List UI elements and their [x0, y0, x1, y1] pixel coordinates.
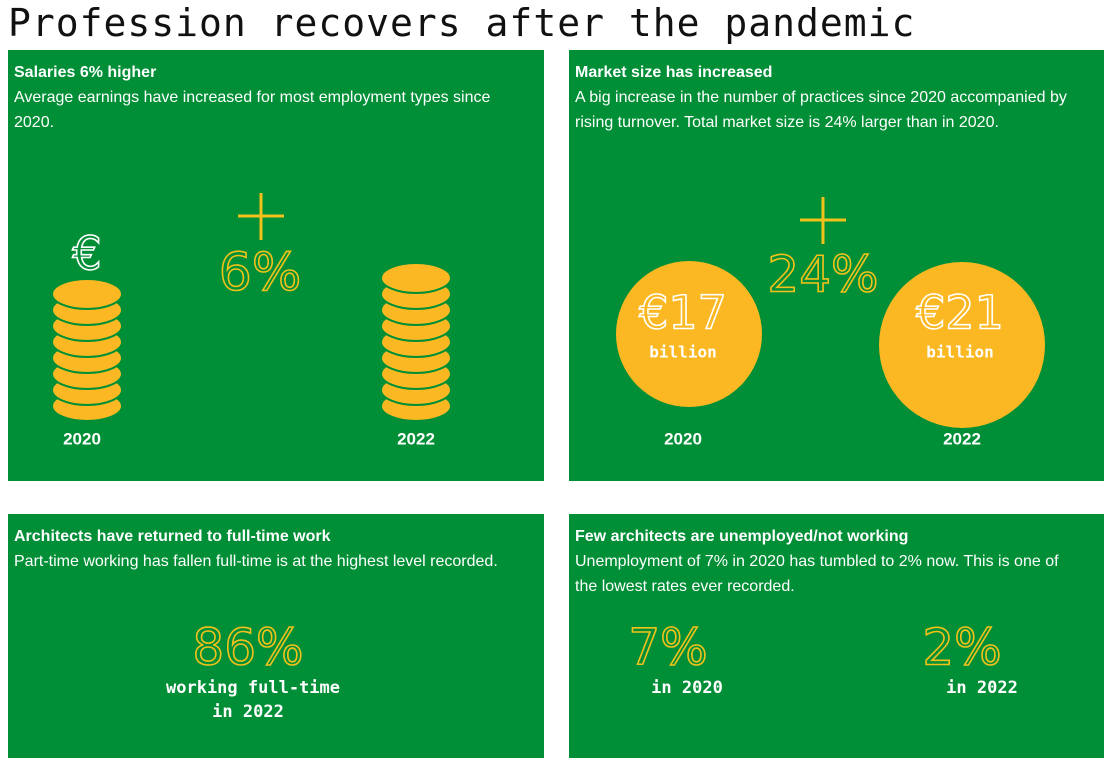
- euro-symbol: €: [72, 227, 101, 281]
- big-figure: 7%: [628, 619, 707, 677]
- panel-heading: Salaries 6% higher: [14, 64, 157, 81]
- circle-unit: billion: [649, 343, 716, 362]
- figure-caption: in 2020: [651, 678, 723, 698]
- panel: Market size has increased A big increase …: [569, 50, 1104, 481]
- panel-heading: Architects have returned to full-time wo…: [14, 528, 331, 545]
- year-label: 2020: [63, 429, 101, 448]
- panel: Few architects are unemployed/not workin…: [569, 514, 1104, 758]
- plus-signs: [238, 193, 846, 244]
- circle-amount: €21: [916, 286, 1004, 340]
- panel-text: Salaries 6% higher Average earnings have …: [14, 60, 494, 135]
- panel-heading: Market size has increased: [575, 64, 773, 81]
- panel-text: Few architects are unemployed/not workin…: [575, 524, 1075, 599]
- coin: [51, 278, 123, 310]
- coin: [380, 262, 452, 294]
- panel-body: A big increase in the number of practice…: [575, 89, 1067, 131]
- panel-body: Average earnings have increased for most…: [14, 89, 491, 131]
- circle-amount: €17: [639, 286, 727, 340]
- figure-caption: in 2022: [946, 678, 1018, 698]
- big-figure: 2%: [922, 619, 1001, 677]
- panel-body: Unemployment of 7% in 2020 has tumbled t…: [575, 553, 1059, 595]
- figure-caption: in 2022: [212, 702, 284, 722]
- figure-caption: working full-time: [166, 678, 340, 698]
- coin-stacks: [51, 262, 452, 422]
- panel-text: Architects have returned to full-time wo…: [14, 524, 539, 574]
- coin-circle: [879, 262, 1045, 428]
- change-figure: 6%: [219, 243, 302, 303]
- change-figure: 24%: [767, 246, 878, 304]
- coin-circle: [616, 261, 762, 407]
- year-label: 2022: [943, 429, 981, 448]
- panel-body: Part-time working has fallen full-time i…: [14, 553, 498, 570]
- year-label: 2022: [397, 429, 435, 448]
- panel-text: Market size has increased A big increase …: [575, 60, 1105, 135]
- page-title: Profession recovers after the pandemic: [8, 1, 916, 45]
- circle-unit: billion: [926, 343, 993, 362]
- big-figure: 86%: [192, 619, 303, 677]
- panel: Architects have returned to full-time wo…: [8, 514, 544, 758]
- year-label: 2020: [664, 429, 702, 448]
- panel-heading: Few architects are unemployed/not workin…: [575, 528, 909, 545]
